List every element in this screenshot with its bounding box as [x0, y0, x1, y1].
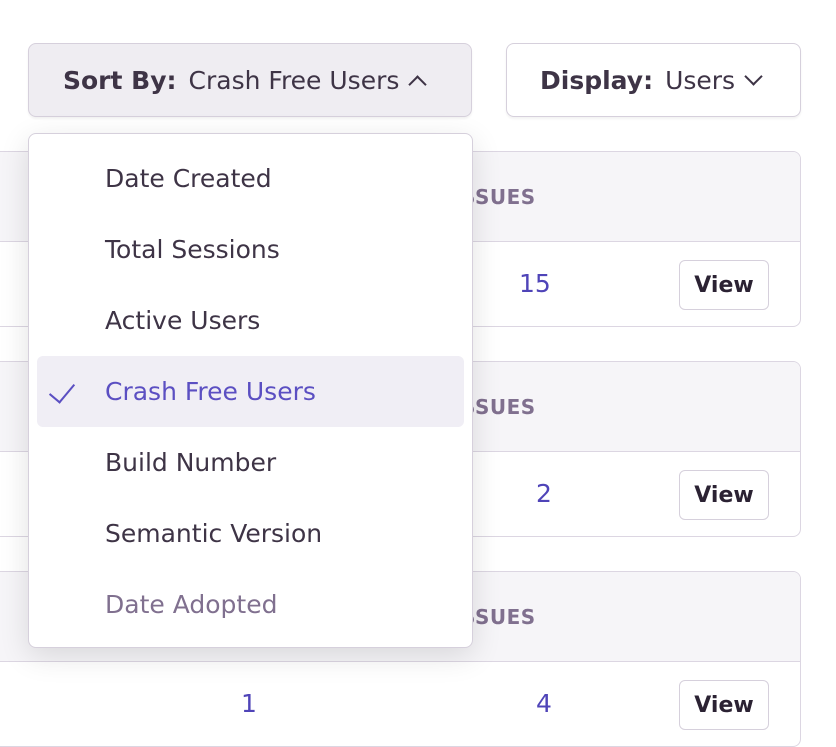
menu-item-crash-free-users[interactable]: Crash Free Users	[37, 356, 464, 427]
chevron-down-icon	[744, 66, 763, 86]
issues-count-link[interactable]: 4	[536, 689, 552, 718]
sort-label: Sort By:	[63, 65, 177, 95]
menu-item-semantic-version[interactable]: Semantic Version	[37, 498, 464, 569]
menu-item-date-created[interactable]: Date Created	[37, 143, 464, 214]
view-button[interactable]: View	[679, 260, 769, 310]
table-row: 1 4 View	[0, 662, 800, 746]
menu-item-label: Date Adopted	[105, 590, 278, 619]
display-dropdown[interactable]: Display: Users	[506, 43, 801, 117]
menu-item-label: Total Sessions	[105, 235, 280, 264]
table-row: 15 View	[0, 242, 800, 326]
menu-item-label: Active Users	[105, 306, 261, 335]
sort-value: Crash Free Users	[188, 65, 400, 95]
display-value: Users	[665, 65, 736, 95]
menu-item-label: Semantic Version	[105, 519, 323, 548]
display-label: Display:	[540, 65, 654, 95]
menu-item-total-sessions[interactable]: Total Sessions	[37, 214, 464, 285]
chevron-up-icon	[408, 74, 428, 94]
checkmark-icon	[48, 376, 76, 404]
issues-count-link[interactable]: 15	[519, 269, 551, 298]
menu-item-label: Build Number	[105, 448, 277, 477]
view-button[interactable]: View	[679, 680, 769, 730]
menu-item-label: Date Created	[105, 164, 272, 193]
sort-by-dropdown[interactable]: Sort By: Crash Free Users	[28, 43, 472, 117]
menu-item-build-number[interactable]: Build Number	[37, 427, 464, 498]
count-link[interactable]: 1	[241, 689, 257, 718]
view-button[interactable]: View	[679, 470, 769, 520]
menu-item-date-adopted: Date Adopted	[37, 569, 464, 640]
issues-count-link[interactable]: 2	[536, 479, 552, 508]
menu-item-label: Crash Free Users	[105, 377, 316, 406]
sort-menu: Date Created Total Sessions Active Users…	[28, 133, 473, 648]
table-row: 2 View	[0, 452, 800, 536]
menu-item-active-users[interactable]: Active Users	[37, 285, 464, 356]
